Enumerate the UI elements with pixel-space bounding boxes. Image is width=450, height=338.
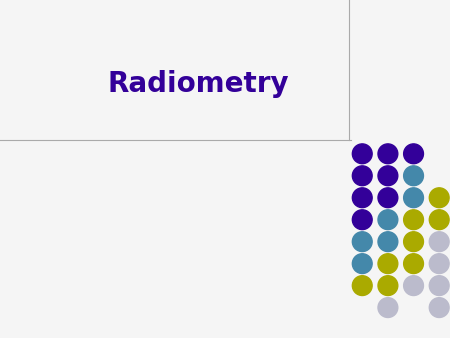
Ellipse shape — [429, 276, 449, 295]
Ellipse shape — [404, 254, 423, 273]
Ellipse shape — [404, 210, 423, 230]
Ellipse shape — [404, 276, 423, 295]
Ellipse shape — [429, 254, 449, 273]
Ellipse shape — [378, 210, 398, 230]
Ellipse shape — [352, 254, 372, 273]
Ellipse shape — [378, 232, 398, 251]
Ellipse shape — [378, 298, 398, 317]
Ellipse shape — [352, 210, 372, 230]
Ellipse shape — [352, 144, 372, 164]
Ellipse shape — [404, 144, 423, 164]
Ellipse shape — [378, 188, 398, 208]
Ellipse shape — [404, 188, 423, 208]
Ellipse shape — [352, 188, 372, 208]
Ellipse shape — [378, 276, 398, 295]
Ellipse shape — [429, 188, 449, 208]
Ellipse shape — [429, 210, 449, 230]
Ellipse shape — [429, 298, 449, 317]
Ellipse shape — [404, 166, 423, 186]
Ellipse shape — [352, 166, 372, 186]
Ellipse shape — [378, 166, 398, 186]
Ellipse shape — [352, 276, 372, 295]
Ellipse shape — [404, 232, 423, 251]
Ellipse shape — [352, 232, 372, 251]
Text: Radiometry: Radiometry — [107, 71, 289, 98]
Ellipse shape — [429, 232, 449, 251]
Ellipse shape — [378, 144, 398, 164]
Ellipse shape — [378, 254, 398, 273]
